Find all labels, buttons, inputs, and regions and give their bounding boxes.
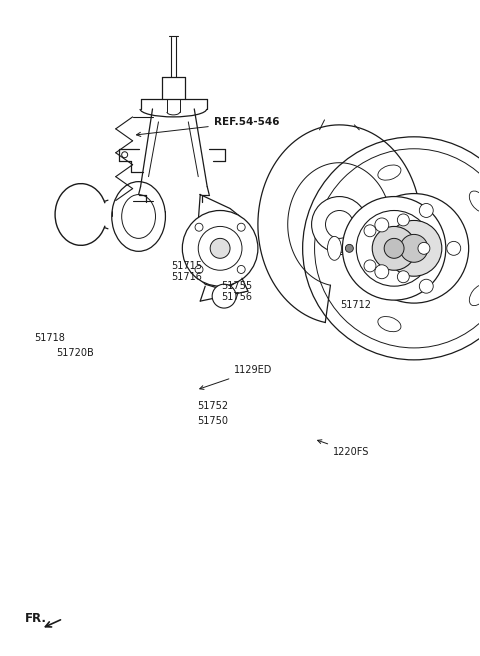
- Text: 51715: 51715: [171, 261, 202, 271]
- Circle shape: [420, 279, 433, 293]
- Circle shape: [237, 223, 245, 231]
- Circle shape: [447, 241, 461, 255]
- Circle shape: [195, 223, 203, 231]
- Circle shape: [182, 211, 258, 286]
- Text: 1129ED: 1129ED: [200, 365, 273, 390]
- Circle shape: [384, 238, 404, 258]
- Text: 51755: 51755: [221, 281, 252, 291]
- Ellipse shape: [378, 316, 401, 332]
- Circle shape: [210, 238, 230, 258]
- Circle shape: [302, 137, 480, 360]
- Text: FR.: FR.: [25, 612, 47, 625]
- Text: 51720B: 51720B: [56, 348, 94, 358]
- Circle shape: [372, 226, 416, 270]
- Circle shape: [342, 197, 446, 300]
- Circle shape: [386, 220, 442, 276]
- Circle shape: [237, 266, 245, 274]
- Text: 51716: 51716: [171, 272, 202, 282]
- Text: REF.54-546: REF.54-546: [136, 117, 279, 136]
- Circle shape: [212, 284, 236, 308]
- Circle shape: [346, 244, 353, 253]
- Circle shape: [122, 152, 128, 157]
- Circle shape: [360, 194, 468, 303]
- Text: 51756: 51756: [221, 292, 252, 302]
- Circle shape: [375, 265, 389, 279]
- Text: 51752: 51752: [197, 401, 228, 411]
- Circle shape: [325, 211, 353, 238]
- Ellipse shape: [469, 191, 480, 212]
- Circle shape: [418, 242, 430, 255]
- Circle shape: [356, 211, 432, 286]
- Text: 51750: 51750: [197, 416, 228, 426]
- Circle shape: [364, 225, 376, 237]
- Circle shape: [198, 226, 242, 270]
- Circle shape: [400, 234, 428, 262]
- Text: 1220FS: 1220FS: [318, 440, 370, 457]
- Circle shape: [195, 266, 203, 274]
- Text: 51712: 51712: [340, 300, 371, 310]
- Text: 51718: 51718: [34, 333, 65, 343]
- Ellipse shape: [469, 285, 480, 306]
- Circle shape: [314, 149, 480, 348]
- Circle shape: [420, 203, 433, 217]
- Circle shape: [397, 214, 409, 226]
- Circle shape: [312, 197, 367, 253]
- Ellipse shape: [327, 236, 341, 260]
- Circle shape: [364, 260, 376, 272]
- Circle shape: [375, 218, 389, 232]
- Circle shape: [397, 271, 409, 283]
- Ellipse shape: [378, 165, 401, 180]
